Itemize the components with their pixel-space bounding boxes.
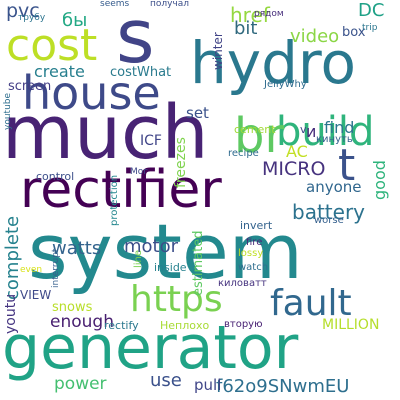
word-s: s: [116, 0, 155, 80]
word-pvc: pvc: [6, 0, 40, 22]
word-dc: DC: [358, 0, 385, 21]
word-video: video: [290, 26, 340, 47]
word-rectifier: rectifier: [20, 160, 222, 220]
word-micro: MICRO: [262, 158, 326, 180]
word-href: href: [230, 3, 270, 27]
word-watts: watts: [52, 238, 102, 259]
word-ac: AC: [286, 142, 308, 161]
word-watch: watch: [238, 262, 269, 273]
word-t: t: [338, 140, 356, 191]
word-screen: screen: [8, 79, 52, 94]
word-inside: inside: [154, 261, 187, 274]
word-hydro: hydro: [190, 29, 356, 97]
word-trip: trip: [362, 23, 378, 33]
word-use: use: [150, 370, 182, 391]
word-build: build: [276, 109, 375, 155]
word-million: MILLION: [322, 317, 380, 333]
word-good: good: [370, 160, 389, 200]
word-box: box: [342, 25, 366, 40]
word-lossy: lossy: [238, 248, 264, 259]
word-anyone: anyone: [306, 178, 362, 196]
word-youtu: youtu: [3, 293, 19, 334]
word-mog: Мог: [130, 167, 148, 177]
word-create: create: [34, 62, 85, 81]
word-ryadom: рядом: [254, 9, 284, 19]
word-kinut: кинуть: [316, 134, 353, 145]
word-worse: worse: [314, 215, 344, 226]
word-icf: ICF: [140, 133, 162, 149]
word-fault: fault: [270, 283, 352, 324]
word-i: и: [306, 122, 317, 141]
word-winter: winter: [211, 32, 225, 70]
word-seems: seems: [100, 0, 130, 9]
word-cement: cement: [234, 123, 276, 136]
word-v: v: [300, 123, 307, 136]
word-jellywhy: JellyWhy: [264, 79, 307, 90]
word-find: find: [324, 118, 355, 137]
word-by: бы: [62, 10, 88, 31]
word-f62o9snwmeu: f62o9SNwmEU: [216, 376, 350, 397]
word-much: much: [2, 90, 209, 176]
word-invert: invert: [240, 219, 273, 232]
word-poluchal: получал: [150, 0, 190, 9]
word-motor: motor: [124, 236, 179, 257]
word-pull: pull: [194, 376, 222, 394]
word-recipe: recipe: [228, 148, 259, 159]
word-house: house: [22, 66, 161, 120]
word-even: even: [20, 265, 43, 275]
word-costwhat: costWhat: [110, 65, 172, 80]
word-control: control: [36, 170, 75, 183]
word-kilovatt: киловатт: [218, 278, 267, 289]
word-cost: cost: [6, 20, 98, 71]
word-trubu: трубу: [18, 13, 46, 23]
word-complete: complete: [2, 215, 23, 300]
word-br: br: [234, 108, 285, 164]
word-https: https: [130, 279, 223, 320]
word-system: system: [28, 207, 303, 296]
word-snows: snows: [52, 300, 93, 315]
word-protection: protection: [109, 174, 120, 226]
word-interrupt: interrupt: [51, 248, 61, 288]
word-neplokho: Неплохо: [160, 319, 210, 332]
word-set: set: [186, 104, 209, 122]
word-view: VIEW: [20, 288, 52, 302]
word-power: power: [54, 374, 107, 394]
word-vtoruyu: вторую: [224, 319, 263, 330]
word-youtube: youtube: [3, 92, 13, 130]
word-fire: fire: [246, 237, 263, 248]
word-estimated: estimated: [191, 230, 206, 296]
word-rectify: rectify: [104, 319, 139, 332]
word-generator: generator: [2, 313, 299, 383]
word-freezes: freezes: [173, 137, 189, 188]
word-line: line: [133, 249, 144, 268]
word-bit: bit: [234, 18, 258, 39]
word-battery: battery: [292, 200, 365, 224]
word-enough: enough: [50, 312, 114, 332]
